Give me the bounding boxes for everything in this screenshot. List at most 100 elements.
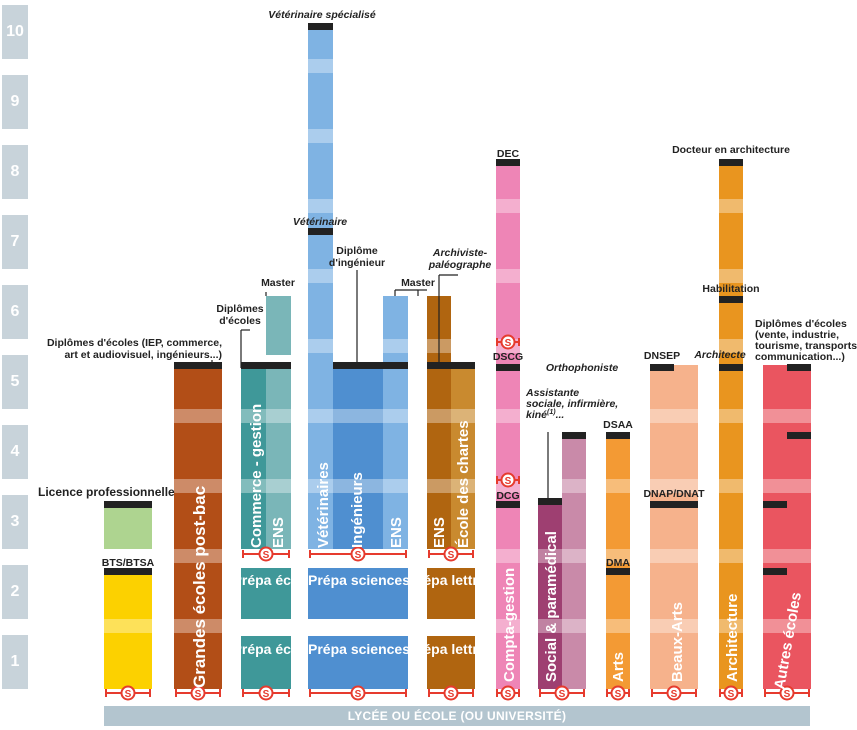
year-band	[308, 129, 408, 143]
sel-eco-1-circle	[258, 685, 274, 701]
year-band	[763, 549, 811, 563]
commerce-gestion-label: Commerce - gestion	[248, 404, 265, 548]
year-2: 2	[2, 565, 28, 619]
sel-compta-1-letter: S	[505, 689, 512, 700]
year-6: 6	[2, 285, 28, 339]
sel-beaux-arts-circle	[666, 685, 682, 701]
dcg-label: DCG	[496, 490, 519, 502]
habilitation-cap	[719, 296, 743, 303]
sel-compta-3-letter: S	[505, 338, 512, 349]
vet-cap	[308, 228, 333, 235]
year-band	[241, 409, 291, 423]
sel-architecture-circle	[723, 685, 739, 701]
year-band	[538, 549, 586, 563]
ens-sciences-bar	[383, 296, 408, 549]
sel-arts-letter: S	[615, 689, 622, 700]
year-band	[427, 339, 475, 353]
licence-pro-label: Licence professionnelle	[38, 485, 175, 499]
dnap-cap	[650, 501, 698, 508]
sel-compta-2-circle	[500, 472, 516, 488]
licence-cap	[104, 501, 152, 508]
compta-bar	[496, 162, 520, 689]
year-band	[719, 409, 743, 423]
year-7: 7	[2, 215, 28, 269]
veterinaires-label: Vétérinaires	[315, 462, 332, 548]
sel-bts-circle	[120, 685, 136, 701]
year-band	[719, 549, 743, 563]
year-band	[427, 479, 475, 493]
ml-assistante-line-1: Assistante	[525, 387, 579, 399]
dma-label: DMA	[606, 557, 630, 569]
year-band	[308, 59, 408, 73]
sel-eco-2-circle	[258, 546, 274, 562]
dnsep-cap	[650, 364, 674, 371]
year-4: 4	[2, 425, 28, 479]
autres-diplomes-label: Diplômes d'écoles (vente, industrie, touri…	[755, 318, 857, 363]
year-band	[538, 619, 586, 633]
year-band	[650, 479, 698, 493]
year-band	[763, 479, 811, 493]
sel-eco-2-letter: S	[263, 550, 270, 561]
ml-archiviste-line-2: paléographe	[428, 259, 492, 271]
year-band	[538, 479, 586, 493]
dcg-cap	[496, 501, 520, 508]
docteur-cap	[719, 159, 743, 166]
habilitation-label: Habilitation	[702, 283, 759, 295]
archiviste-label: Archiviste-paléographe	[428, 247, 492, 271]
grandes-ecoles-cap	[174, 362, 222, 369]
sel-beaux-arts-letter: S	[671, 689, 678, 700]
year-band	[719, 619, 743, 633]
ens-commerce-bar	[266, 365, 291, 549]
ortho-cap	[562, 432, 586, 439]
dscg-cap	[496, 364, 520, 371]
prepa-lettres-2	[427, 568, 475, 619]
year-band	[606, 619, 630, 633]
year-band	[308, 339, 408, 353]
ing-bar	[333, 365, 383, 549]
social-label: Social & paramédical	[543, 531, 560, 682]
compta-gestion-label: Compta-gestion	[501, 568, 518, 682]
sel-sci-1-circle	[350, 685, 366, 701]
year-band	[719, 339, 743, 353]
prepa-eco-2	[241, 568, 291, 619]
ingenieurs-label: Ingénieurs	[349, 472, 366, 548]
ing-cap	[333, 362, 408, 369]
sel-lettres-1-circle	[443, 685, 459, 701]
year-band	[174, 479, 222, 493]
master-sciences-label: Master	[401, 277, 435, 289]
sel-grandes-letter: S	[195, 689, 202, 700]
sel-eco-1-letter: S	[263, 689, 270, 700]
sel-autres-letter: S	[784, 689, 791, 700]
sel-sci-2-letter: S	[355, 550, 362, 561]
year-band	[308, 619, 408, 633]
prepa-sciences-2	[308, 568, 408, 619]
lettres-ens-label: ENS	[431, 517, 448, 548]
year-band	[763, 409, 811, 423]
bts-cap	[104, 568, 152, 575]
lettres-cap	[427, 362, 475, 369]
commerce-ens-label: ENS	[270, 517, 287, 548]
year-9: 9	[2, 75, 28, 129]
year-band	[241, 479, 291, 493]
sciences-ens-label: ENS	[388, 517, 405, 548]
dsaa-label: DSAA	[603, 419, 633, 431]
ml-assistante-tail: ...	[556, 409, 565, 421]
diplomes-ecoles-commerce-label: Diplômes d'écoles	[216, 303, 263, 327]
sel-lettres-1-letter: S	[448, 689, 455, 700]
diagram-bars	[104, 23, 811, 689]
prepa-sciences-label-2: Prépa sciences	[308, 641, 410, 657]
sel-bts-letter: S	[125, 689, 132, 700]
prepa-sciences-1	[308, 636, 408, 689]
year-band	[308, 269, 408, 283]
year-1: 1	[2, 635, 28, 689]
year-band	[174, 549, 222, 563]
beaux-arts-label: Beaux-Arts	[669, 602, 686, 682]
year-band	[308, 199, 408, 213]
year-band	[308, 479, 408, 493]
dec-cap	[496, 159, 520, 166]
ml-grandes-line-2: art et audiovisuel, ingénieurs...)	[64, 349, 222, 361]
assistante-sociale-label: Assistante sociale, infirmière, kiné(1)...	[525, 387, 618, 421]
year-band	[496, 549, 520, 563]
sel-sci-2-circle	[350, 546, 366, 562]
